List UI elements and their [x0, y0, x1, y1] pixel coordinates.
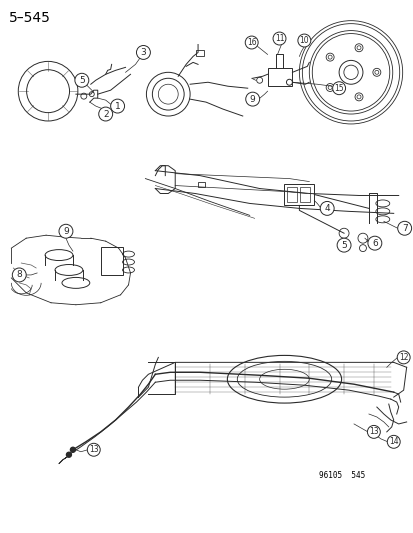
Text: 14: 14: [388, 437, 398, 446]
Text: 7: 7: [401, 224, 406, 233]
Text: 5: 5: [340, 240, 346, 249]
Circle shape: [336, 238, 350, 252]
Bar: [267, 68, 292, 86]
Circle shape: [396, 351, 409, 364]
Text: 5: 5: [79, 76, 85, 85]
Text: 96105  545: 96105 545: [318, 471, 365, 480]
Text: 9: 9: [249, 95, 255, 103]
Circle shape: [110, 99, 124, 113]
Text: 13: 13: [368, 427, 378, 437]
Circle shape: [367, 236, 381, 250]
Circle shape: [87, 443, 100, 456]
Text: 12: 12: [398, 353, 408, 362]
Circle shape: [386, 435, 399, 448]
Text: 13: 13: [89, 445, 98, 454]
Text: 3: 3: [140, 48, 146, 57]
Circle shape: [273, 32, 285, 45]
Text: 2: 2: [102, 109, 108, 118]
Circle shape: [12, 268, 26, 282]
Circle shape: [98, 107, 112, 121]
Text: 9: 9: [63, 227, 69, 236]
Bar: [196, 51, 204, 56]
Text: 16: 16: [246, 38, 256, 47]
Circle shape: [59, 224, 73, 238]
Text: 15: 15: [333, 84, 343, 93]
Circle shape: [75, 74, 88, 87]
Text: 10: 10: [299, 36, 309, 45]
Bar: [284, 183, 313, 205]
Text: 8: 8: [17, 270, 22, 279]
Circle shape: [366, 425, 380, 438]
Circle shape: [66, 452, 71, 457]
Circle shape: [332, 82, 345, 95]
Circle shape: [297, 34, 310, 47]
Bar: [100, 247, 122, 275]
Text: 1: 1: [114, 102, 120, 110]
Circle shape: [245, 92, 259, 106]
Bar: [197, 182, 204, 187]
Text: 5–545: 5–545: [9, 11, 51, 25]
Circle shape: [320, 201, 333, 215]
Bar: [287, 187, 297, 203]
Circle shape: [70, 447, 75, 452]
Circle shape: [136, 45, 150, 59]
Text: 6: 6: [371, 239, 377, 248]
Text: 4: 4: [324, 204, 329, 213]
Bar: [300, 187, 310, 203]
Circle shape: [397, 221, 411, 235]
Circle shape: [244, 36, 258, 49]
Text: 11: 11: [274, 34, 284, 43]
